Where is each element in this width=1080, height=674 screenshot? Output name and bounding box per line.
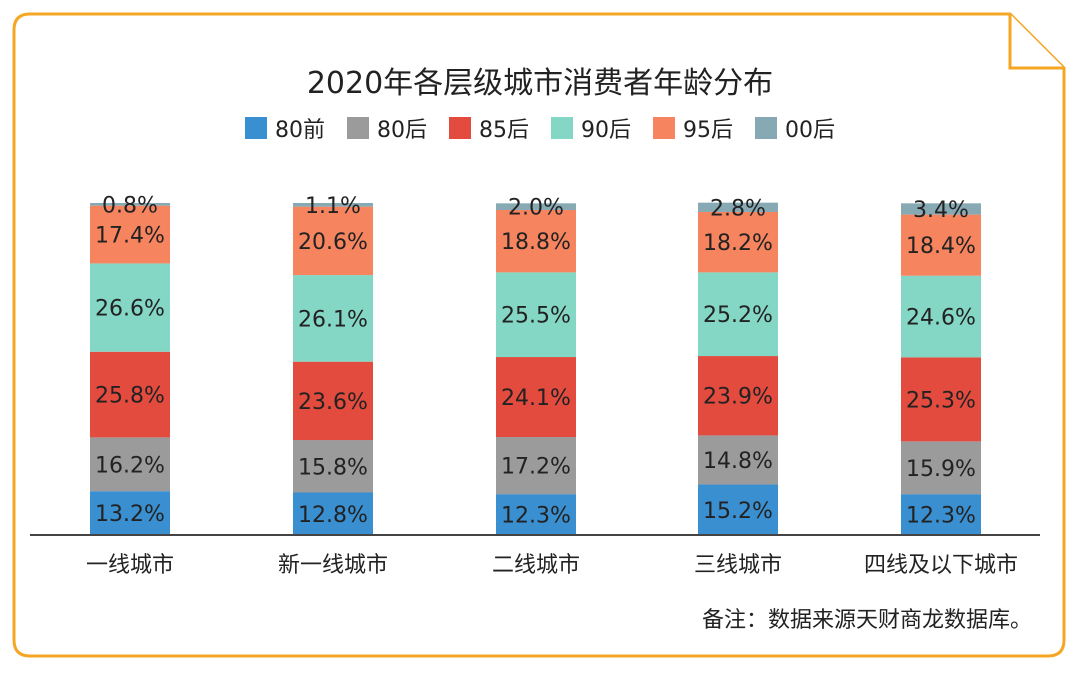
category-label: 三线城市 [694,553,782,578]
bar-segment [698,435,778,485]
bar-segment [901,214,981,276]
bar-segment [293,440,373,493]
legend-item: 90后 [551,112,631,144]
legend-swatch [551,117,573,139]
data-label: 2.0% [508,196,564,221]
data-label: 12.3% [906,504,976,529]
legend: 80前 80后 85后 90后 95后 00后 [0,112,1080,144]
bar-segment [496,494,576,535]
data-label: 15.2% [703,499,773,524]
data-label: 25.5% [501,304,571,329]
bar-segment [90,437,170,492]
data-label: 15.8% [298,455,368,480]
category-label: 新一线城市 [278,553,388,578]
bar-segment [698,356,778,436]
category-label: 四线及以下城市 [864,553,1018,578]
bar-segment [90,205,170,264]
legend-swatch [653,117,675,139]
bar-segment [901,441,981,495]
data-label: 3.4% [913,198,969,223]
category-label: 一线城市 [86,553,174,578]
data-label: 12.8% [298,503,368,528]
bar-segment [293,203,373,207]
category-label: 二线城市 [492,553,580,578]
data-label: 23.6% [298,390,368,415]
legend-swatch [449,117,471,139]
legend-item: 00后 [755,112,835,144]
bar-segment [901,275,981,358]
bar-segment [90,351,170,438]
bar-segment [698,202,778,212]
data-label: 24.1% [501,386,571,411]
bar-segment [90,491,170,535]
bar-segment [496,357,576,438]
legend-item: 95后 [653,112,733,144]
legend-label: 85后 [479,118,529,143]
bar-segment [901,357,981,442]
data-label: 15.9% [906,457,976,482]
data-label: 12.3% [501,504,571,529]
bar-segment [496,209,576,273]
bar-segment [293,206,373,276]
data-label: 18.2% [703,231,773,256]
data-label: 18.8% [501,230,571,255]
legend-label: 80后 [377,118,427,143]
data-label: 25.2% [703,303,773,328]
data-label: 17.2% [501,455,571,480]
bar-segment [901,494,981,535]
data-label: 24.6% [906,306,976,331]
legend-label: 90后 [581,118,631,143]
bar-segment [496,437,576,495]
legend-item: 80后 [347,112,427,144]
data-label: 16.2% [95,453,165,478]
legend-swatch [755,117,777,139]
legend-swatch [347,117,369,139]
bar-segment [901,203,981,215]
data-label: 23.9% [703,385,773,410]
data-label: 25.8% [95,384,165,409]
data-label: 20.6% [298,230,368,255]
bar-segment [698,484,778,535]
legend-item: 85后 [449,112,529,144]
data-label: 13.2% [95,502,165,527]
legend-swatch [245,117,267,139]
bar-segment [293,361,373,441]
bar-segment [496,272,576,358]
bar-segment [90,263,170,352]
data-label: 0.8% [102,193,158,218]
data-label: 14.8% [703,449,773,474]
data-label: 2.8% [710,196,766,221]
legend-label: 00后 [785,118,835,143]
data-label: 26.6% [95,297,165,322]
data-label: 17.4% [95,224,165,249]
data-label: 18.4% [906,234,976,259]
bar-segment [293,492,373,535]
legend-item: 80前 [245,112,325,144]
data-label: 26.1% [298,307,368,332]
bar-segment [496,203,576,210]
chart-title: 2020年各层级城市消费者年龄分布 [306,66,774,101]
data-label: 1.1% [305,194,361,219]
bar-segment [90,203,170,206]
legend-label: 80前 [275,118,325,143]
data-label: 25.3% [906,388,976,413]
legend-label: 95后 [683,118,733,143]
bar-segment [698,211,778,273]
footnote: 备注：数据来源天财商龙数据库。 [701,608,1032,633]
bar-segment [293,275,373,362]
bar-segment [698,272,778,357]
